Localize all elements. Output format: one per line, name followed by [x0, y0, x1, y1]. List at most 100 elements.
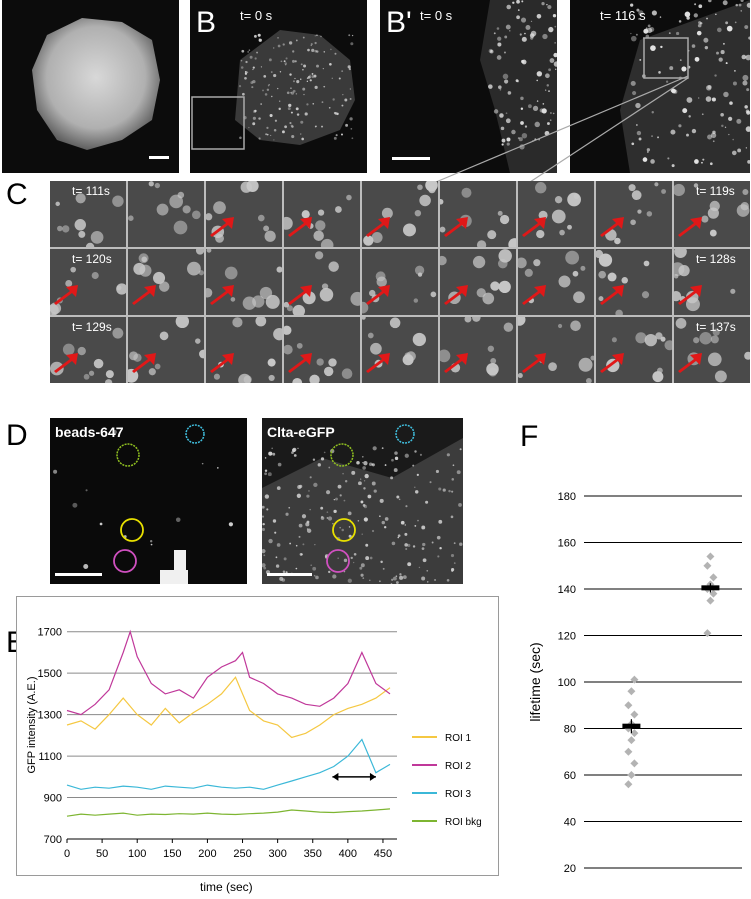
- x-tick-label-e: 200: [198, 848, 216, 860]
- time-lapse-frame: [518, 181, 594, 247]
- frame-time-label: t= 111s: [72, 184, 110, 198]
- frame-image: [606, 332, 672, 383]
- frame-image: [55, 193, 124, 247]
- scale-bar-d-left: [55, 573, 102, 576]
- time-label-b2-right: t= 116 s: [600, 8, 646, 23]
- chart-f-ylabel: lifetime (sec): [527, 642, 543, 721]
- zoom-box: [191, 96, 245, 150]
- beads-image: [53, 424, 234, 584]
- x-tick-label-e: 50: [96, 848, 108, 860]
- chart-e-svg: 700 900 1100 1300 1500 1700 0 50 100 150 200 250 300…: [26, 627, 482, 860]
- scale-bar-d-right: [267, 573, 312, 576]
- frame-image: [128, 181, 201, 235]
- scatter-point: [627, 736, 636, 745]
- red-arrow-icon: [522, 217, 546, 237]
- frame-image: [284, 251, 360, 315]
- red-arrow-icon: [522, 285, 546, 305]
- frame-image: [674, 249, 736, 312]
- time-lapse-frame: [362, 317, 438, 383]
- mean-marker: [622, 723, 641, 729]
- time-lapse-frame: [518, 317, 594, 383]
- y-tick-label-f: 120: [558, 631, 576, 643]
- scale-bar-b2: [392, 157, 430, 160]
- time-lapse-frame: t= 120s: [50, 249, 126, 315]
- time-lapse-frame: [362, 181, 438, 247]
- zoom-box-right: [643, 37, 689, 79]
- roi-3-circle: [185, 424, 205, 444]
- x-tick-label-e: 350: [304, 848, 322, 860]
- red-arrow-icon: [54, 285, 78, 305]
- time-lapse-frame: [440, 317, 516, 383]
- scatter-point: [709, 589, 718, 598]
- micrograph-a: [2, 0, 179, 173]
- frame-time-label: t= 128s: [696, 252, 736, 266]
- red-arrow-icon: [678, 353, 702, 373]
- scatter-point: [627, 771, 636, 779]
- red-arrow-icon: [444, 217, 468, 237]
- time-lapse-frame: [596, 317, 672, 383]
- time-lapse-frame: t= 119s: [674, 181, 750, 247]
- time-lapse-frame: [284, 317, 360, 383]
- frame-image: [363, 181, 438, 246]
- frame-image: [362, 265, 437, 314]
- time-lapse-frame: [440, 181, 516, 247]
- red-arrow-icon: [132, 285, 156, 305]
- red-arrow-icon: [210, 353, 234, 373]
- y-tick-label-f: 160: [558, 538, 576, 550]
- frame-image: [50, 327, 124, 383]
- frame-image: [674, 183, 750, 237]
- time-label-b2-left: t= 0 s: [420, 8, 453, 23]
- chart-e-xlabel: time (sec): [200, 880, 253, 894]
- scatter-point: [627, 687, 636, 696]
- red-arrow-icon: [600, 285, 624, 305]
- red-arrow-icon: [600, 353, 624, 373]
- time-lapse-frame: [284, 249, 360, 315]
- time-lapse-frame: [596, 181, 672, 247]
- arrow-head-right: [369, 772, 376, 781]
- panel-label-b2: B': [386, 6, 412, 39]
- frame-image: [284, 325, 353, 383]
- scatter-point: [624, 701, 633, 710]
- scatter-point: [630, 759, 639, 768]
- arrow-head-left: [332, 772, 339, 781]
- cell-image-a: [32, 18, 160, 150]
- frame-image: [440, 317, 514, 377]
- scale-bar-a: [149, 156, 169, 159]
- time-lapse-frame: [362, 249, 438, 315]
- y-tick-label-f: 100: [558, 677, 576, 689]
- scatter-point: [703, 561, 712, 570]
- y-tick-label-f: 80: [564, 724, 576, 736]
- mean-marker: [701, 585, 720, 591]
- time-label-b: t= 0 s: [240, 8, 273, 23]
- micrograph-d-beads: beads-647: [50, 418, 247, 584]
- scatter-point: [706, 596, 715, 605]
- red-arrow-icon: [522, 353, 546, 373]
- y-tick-label-f: 40: [564, 817, 576, 829]
- time-lapse-frame: [128, 317, 204, 383]
- y-tick-label-f: 20: [564, 863, 576, 875]
- y-tick-label-e: 1700: [38, 627, 62, 639]
- y-tick-label-e: 900: [44, 793, 62, 805]
- frame-image: [605, 182, 667, 245]
- time-lapse-frame: t= 128s: [674, 249, 750, 315]
- y-tick-label-f: 180: [558, 491, 576, 503]
- red-arrow-icon: [132, 353, 156, 373]
- frame-time-label: t= 137s: [696, 320, 736, 334]
- panel-label-f: F: [520, 420, 539, 453]
- scatter-point: [630, 729, 639, 738]
- red-arrow-icon: [366, 285, 390, 305]
- time-lapse-frame: [206, 317, 282, 383]
- chart-e-ylabel: GFP intensity (A.E.): [26, 677, 38, 774]
- time-lapse-frame: [440, 249, 516, 315]
- panel-label-c: C: [6, 178, 28, 211]
- series-line-1: [66, 629, 391, 716]
- frame-image: [213, 317, 282, 383]
- y-tick-label-f: 60: [564, 770, 576, 782]
- zoom-connector-lines: [435, 75, 689, 183]
- legend-label: ROI 2: [445, 761, 472, 772]
- x-tick-label-e: 300: [268, 848, 286, 860]
- x-tick-label-e: 450: [374, 848, 392, 860]
- scatter-point: [706, 552, 715, 561]
- series-line-3: [66, 808, 391, 817]
- y-tick-label-e: 1500: [38, 668, 62, 680]
